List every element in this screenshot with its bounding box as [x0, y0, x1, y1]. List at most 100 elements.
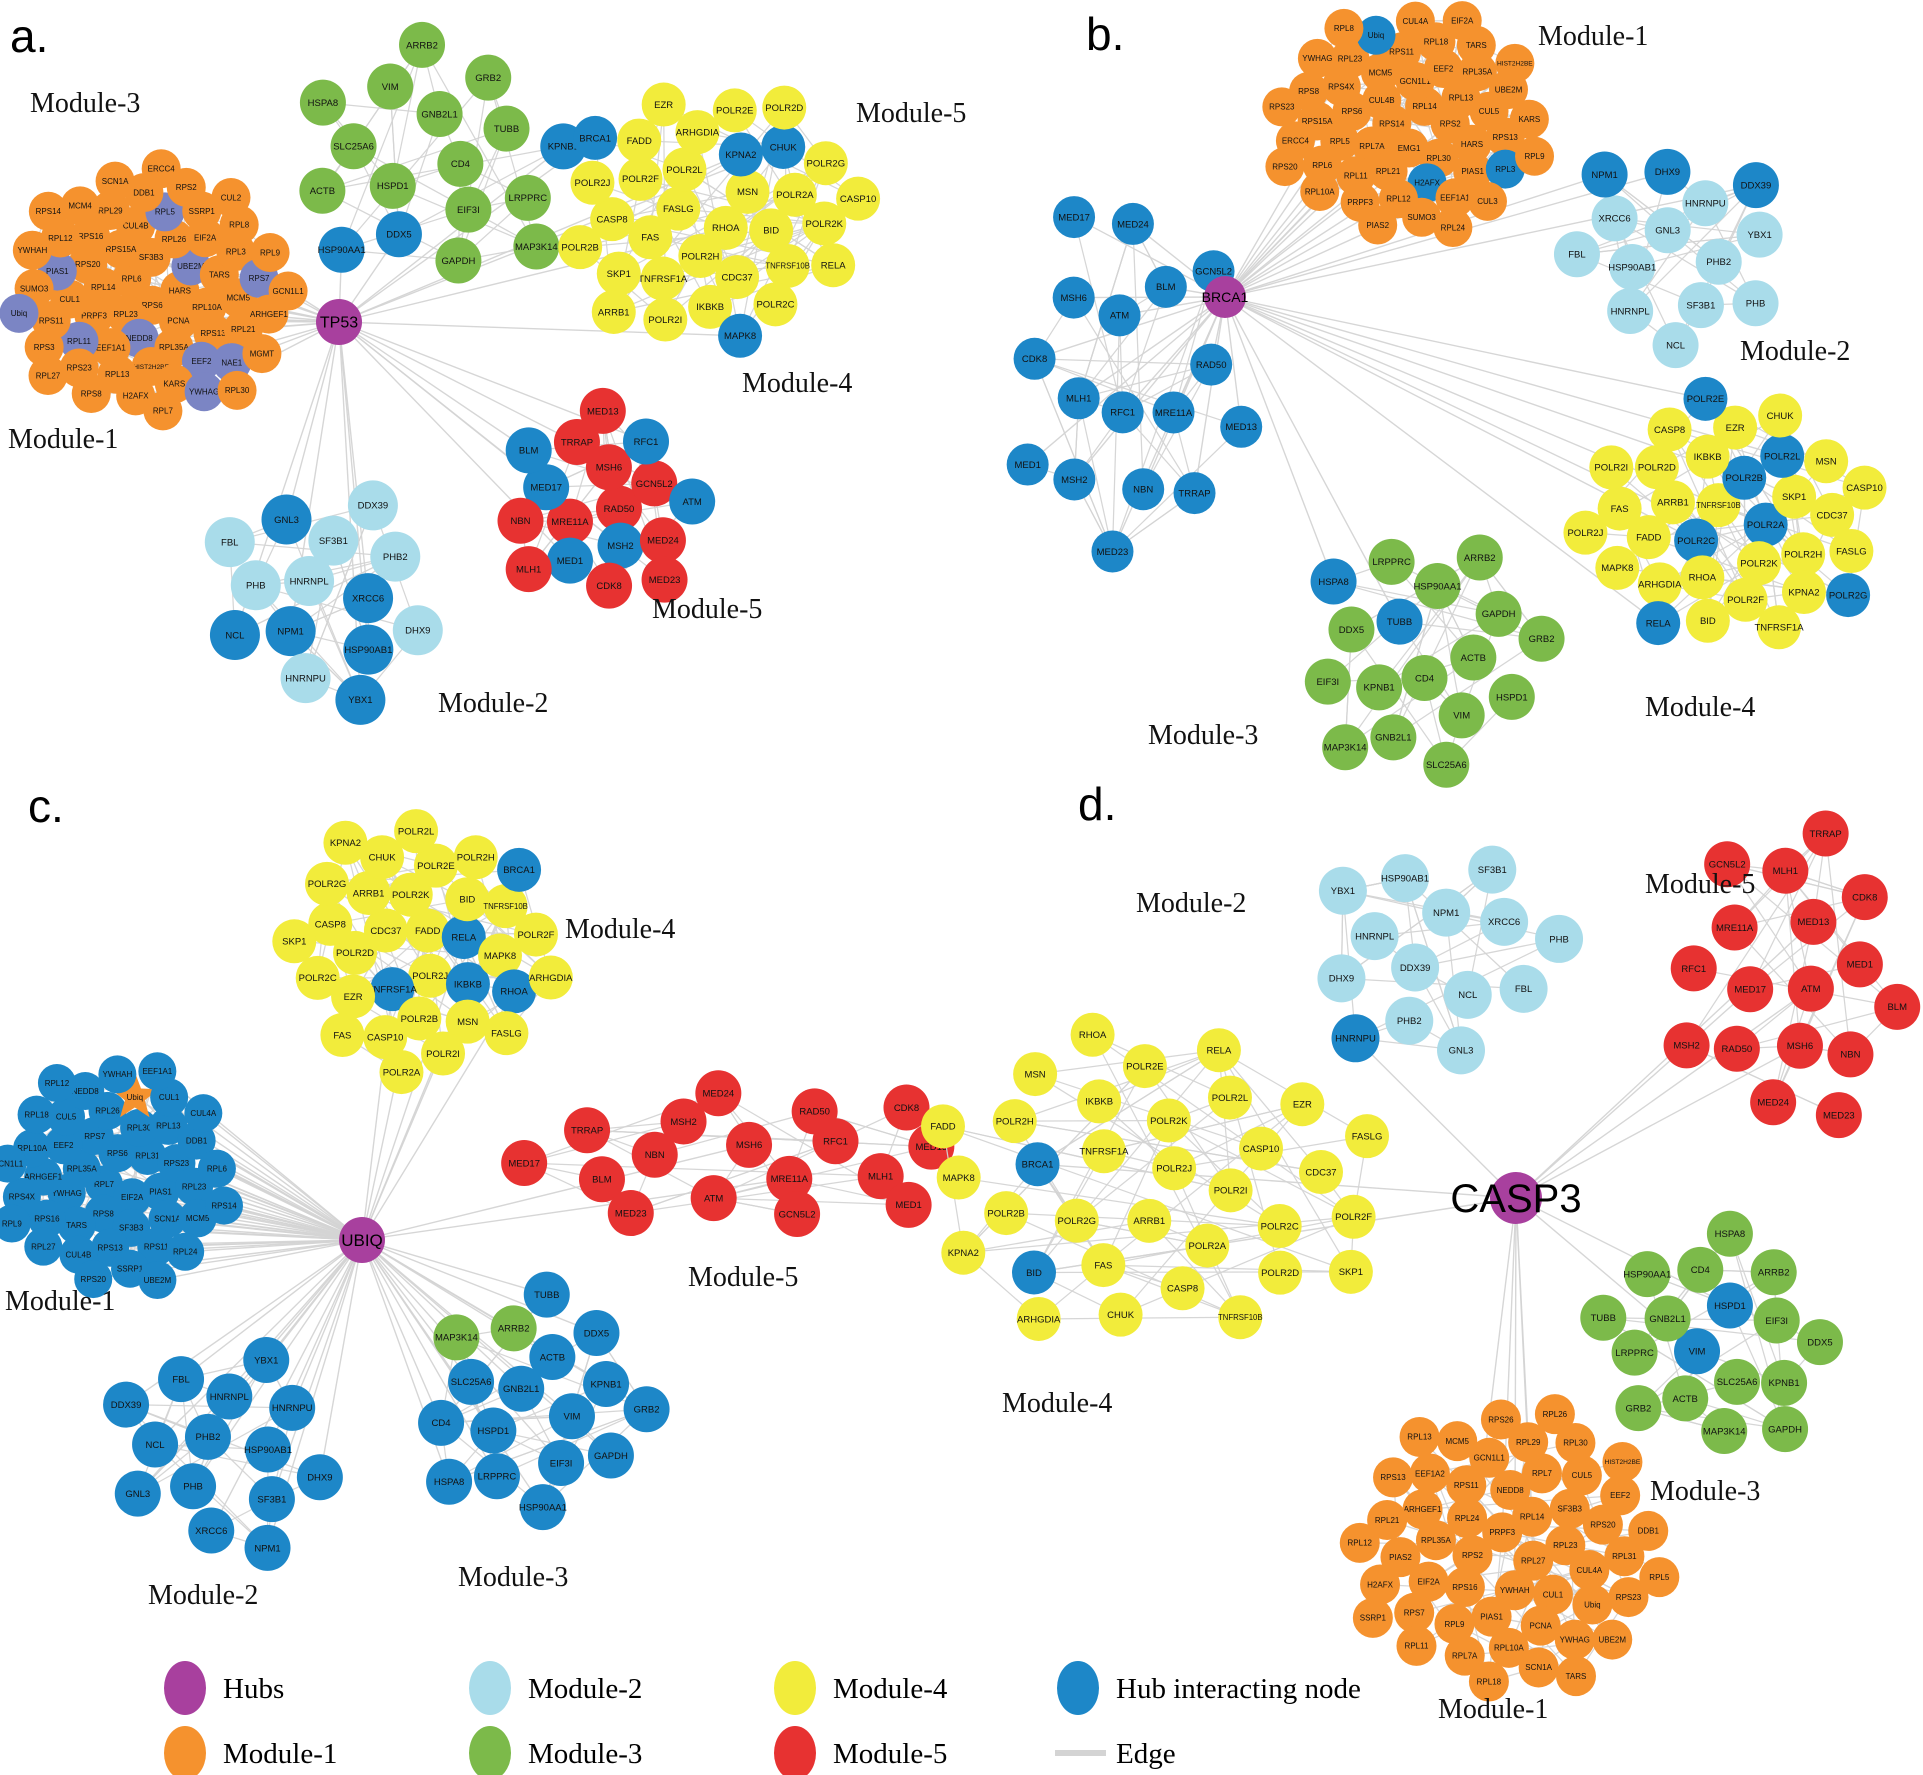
node-PHB[interactable]: PHB — [1535, 914, 1584, 963]
node-HSPA8[interactable]: HSPA8 — [1706, 1210, 1753, 1257]
node-EEF1A1[interactable]: EEF1A1 — [138, 1052, 177, 1091]
node-MED24[interactable]: MED24 — [1111, 202, 1154, 245]
node-MSH2[interactable]: MSH2 — [1663, 1022, 1710, 1069]
node-ARHGDIA[interactable]: ARHGDIA — [528, 955, 573, 1000]
node-POLR2F[interactable]: POLR2F — [1331, 1194, 1376, 1239]
node-FBL[interactable]: FBL — [1499, 964, 1548, 1013]
node-POLR2C[interactable]: POLR2C — [1674, 518, 1719, 563]
node-POLR2C[interactable]: POLR2C — [753, 282, 798, 327]
node-ARRB2[interactable]: ARRB2 — [1750, 1249, 1797, 1296]
node-RPS13[interactable]: RPS13 — [1373, 1457, 1414, 1498]
node-HSP90AB1[interactable]: HSP90AB1 — [1381, 854, 1429, 903]
node-DDX5[interactable]: DDX5 — [375, 211, 422, 258]
node-MAPK8[interactable]: MAPK8 — [936, 1155, 981, 1200]
node-RELA[interactable]: RELA — [1196, 1028, 1241, 1073]
node-EIF3I[interactable]: EIF3I — [1304, 658, 1351, 705]
node-ARRB2[interactable]: ARRB2 — [399, 21, 446, 68]
node-RPL13[interactable]: RPL13 — [1399, 1416, 1440, 1457]
node-CASP10[interactable]: CASP10 — [1239, 1126, 1284, 1171]
node-MED24[interactable]: MED24 — [695, 1070, 742, 1117]
node-MED24[interactable]: MED24 — [639, 517, 686, 564]
node-CASP10[interactable]: CASP10 — [1842, 465, 1887, 510]
node-RPL26[interactable]: RPL26 — [1534, 1394, 1575, 1435]
node-MCM5[interactable]: MCM5 — [1437, 1421, 1478, 1462]
node-DHX9[interactable]: DHX9 — [1644, 148, 1691, 195]
node-CUL4A[interactable]: CUL4A — [184, 1094, 223, 1133]
node-POLR2L[interactable]: POLR2L — [1760, 433, 1805, 478]
node-LRPPRC[interactable]: LRPPRC — [504, 174, 551, 221]
node-GNL3[interactable]: GNL3 — [1437, 1026, 1486, 1075]
node-NCL[interactable]: NCL — [209, 610, 260, 661]
node-SKP1[interactable]: SKP1 — [1328, 1249, 1373, 1294]
node-FASLG[interactable]: FASLG — [484, 1011, 529, 1056]
node-RHOA[interactable]: RHOA — [1680, 555, 1725, 600]
node-ARHGDIA[interactable]: ARHGDIA — [675, 110, 720, 155]
node-TRRAP[interactable]: TRRAP — [1173, 472, 1216, 515]
node-MED17[interactable]: MED17 — [501, 1140, 548, 1187]
node-POLR2A[interactable]: POLR2A — [379, 1050, 424, 1095]
node-LRPPRC[interactable]: LRPPRC — [1611, 1329, 1658, 1376]
node-YBX1[interactable]: YBX1 — [335, 674, 386, 725]
node-EEF1A2[interactable]: EEF1A2 — [1409, 1453, 1450, 1494]
node-DDX5[interactable]: DDX5 — [1328, 606, 1375, 653]
node-XRCC6[interactable]: XRCC6 — [1480, 897, 1529, 946]
node-PHB2[interactable]: PHB2 — [370, 531, 421, 582]
node-TNFRSF10B[interactable]: TNFRSF10B — [1218, 1295, 1263, 1340]
node-NBN[interactable]: NBN — [1827, 1031, 1874, 1078]
node-RELA[interactable]: RELA — [1636, 601, 1681, 646]
node-RAD50[interactable]: RAD50 — [1713, 1025, 1760, 1072]
node-ACTB[interactable]: ACTB — [529, 1333, 576, 1380]
node-RPL18[interactable]: RPL18 — [17, 1095, 56, 1134]
node-MAPK8[interactable]: MAPK8 — [1595, 545, 1640, 590]
node-POLR2D[interactable]: POLR2D — [1634, 445, 1679, 490]
node-CUL3[interactable]: CUL3 — [1467, 181, 1507, 221]
node-EIF3I[interactable]: EIF3I — [1753, 1297, 1800, 1344]
node-BID[interactable]: BID — [1685, 598, 1730, 643]
node-HNRNPL[interactable]: HNRNPL — [1350, 912, 1399, 961]
node-CD4[interactable]: CD4 — [418, 1399, 465, 1446]
node-RFC1[interactable]: RFC1 — [623, 418, 670, 465]
node-RPL24[interactable]: RPL24 — [1433, 208, 1473, 248]
node-KPNB1[interactable]: KPNB1 — [1761, 1359, 1808, 1406]
node-XRCC6[interactable]: XRCC6 — [188, 1507, 235, 1554]
node-RHOA[interactable]: RHOA — [1070, 1012, 1115, 1057]
node-HSPD1[interactable]: HSPD1 — [470, 1407, 517, 1454]
node-ARHGDIA[interactable]: ARHGDIA — [1016, 1296, 1061, 1341]
node-FADD[interactable]: FADD — [617, 118, 662, 163]
node-DDX5[interactable]: DDX5 — [1796, 1319, 1843, 1366]
node-RPL27[interactable]: RPL27 — [28, 356, 68, 396]
node-SCN1A[interactable]: SCN1A — [1518, 1647, 1559, 1688]
node-MED17[interactable]: MED17 — [1727, 966, 1774, 1013]
node-POLR2D[interactable]: POLR2D — [762, 85, 807, 130]
node-ATM[interactable]: ATM — [1098, 294, 1141, 337]
node-FAS[interactable]: FAS — [1081, 1243, 1126, 1288]
node-MED1[interactable]: MED1 — [546, 537, 593, 584]
node-ACTB[interactable]: ACTB — [1662, 1375, 1709, 1422]
node-RPL27[interactable]: RPL27 — [24, 1227, 63, 1266]
node-GAPDH[interactable]: GAPDH — [1475, 590, 1522, 637]
node-POLR2H[interactable]: POLR2H — [678, 233, 723, 278]
node-POLR2A[interactable]: POLR2A — [1185, 1223, 1230, 1268]
node-POLR2B[interactable]: POLR2B — [558, 225, 603, 270]
node-CDK8[interactable]: CDK8 — [1013, 337, 1056, 380]
node-POLR2I[interactable]: POLR2I — [643, 297, 688, 342]
node-BLM[interactable]: BLM — [505, 427, 552, 474]
node-NCL[interactable]: NCL — [1652, 322, 1699, 369]
node-POLR2E[interactable]: POLR2E — [712, 88, 757, 133]
node-SKP1[interactable]: SKP1 — [596, 251, 641, 296]
node-MGMT[interactable]: MGMT — [242, 334, 282, 374]
node-MAP3K14[interactable]: MAP3K14 — [513, 223, 560, 270]
node-DDX39[interactable]: DDX39 — [103, 1381, 150, 1428]
node-HSP90AB1[interactable]: HSP90AB1 — [244, 1426, 292, 1473]
node-RPS26[interactable]: RPS26 — [1480, 1399, 1521, 1440]
node-DHX9[interactable]: DHX9 — [1317, 954, 1366, 1003]
node-POLR2L[interactable]: POLR2L — [662, 147, 707, 192]
node-HSP90AB1[interactable]: HSP90AB1 — [343, 624, 394, 675]
node-POLR2D[interactable]: POLR2D — [1258, 1250, 1303, 1295]
node-TUBB[interactable]: TUBB — [1376, 598, 1423, 645]
node-SF3B1[interactable]: SF3B1 — [248, 1476, 295, 1523]
node-NPM1[interactable]: NPM1 — [265, 606, 316, 657]
node-TRRAP[interactable]: TRRAP — [564, 1107, 611, 1154]
node-DDX5[interactable]: DDX5 — [573, 1309, 620, 1356]
node-BLM[interactable]: BLM — [1874, 983, 1921, 1030]
